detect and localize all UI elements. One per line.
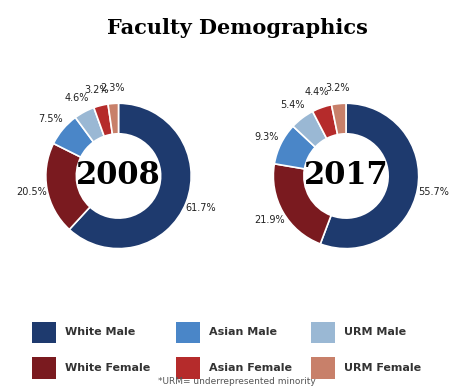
Text: 2008: 2008 — [76, 160, 161, 192]
Text: 4.6%: 4.6% — [64, 93, 89, 103]
Wedge shape — [54, 117, 93, 157]
Text: 4.4%: 4.4% — [304, 87, 328, 97]
Text: 7.5%: 7.5% — [38, 114, 63, 124]
Text: URM Male: URM Male — [344, 327, 406, 337]
Text: 2017: 2017 — [304, 160, 388, 192]
Wedge shape — [320, 103, 419, 249]
Text: 20.5%: 20.5% — [16, 187, 46, 197]
Text: Faculty Demographics: Faculty Demographics — [107, 18, 367, 38]
Text: URM Female: URM Female — [344, 363, 421, 373]
Wedge shape — [331, 103, 346, 135]
Text: *URM= underrepresented minority: *URM= underrepresented minority — [158, 377, 316, 386]
Wedge shape — [293, 111, 327, 147]
FancyBboxPatch shape — [32, 321, 56, 343]
Wedge shape — [274, 126, 315, 169]
Text: 21.9%: 21.9% — [254, 215, 284, 225]
Text: 55.7%: 55.7% — [418, 187, 449, 197]
Wedge shape — [69, 103, 191, 249]
Text: Asian Female: Asian Female — [209, 363, 292, 373]
FancyBboxPatch shape — [311, 357, 335, 379]
FancyBboxPatch shape — [311, 321, 335, 343]
Text: Asian Male: Asian Male — [209, 327, 277, 337]
Text: 2.3%: 2.3% — [100, 83, 124, 93]
Wedge shape — [46, 143, 90, 230]
FancyBboxPatch shape — [32, 357, 56, 379]
Wedge shape — [312, 105, 337, 138]
Text: White Female: White Female — [65, 363, 150, 373]
Wedge shape — [75, 108, 104, 142]
Text: 9.3%: 9.3% — [255, 131, 279, 142]
Text: 3.2%: 3.2% — [85, 85, 109, 95]
FancyBboxPatch shape — [176, 321, 200, 343]
Text: 61.7%: 61.7% — [186, 203, 217, 213]
Wedge shape — [273, 164, 331, 244]
Wedge shape — [108, 103, 118, 134]
Text: 3.2%: 3.2% — [325, 83, 349, 93]
Text: White Male: White Male — [65, 327, 135, 337]
FancyBboxPatch shape — [176, 357, 200, 379]
Text: 5.4%: 5.4% — [280, 100, 305, 110]
Wedge shape — [94, 104, 112, 136]
